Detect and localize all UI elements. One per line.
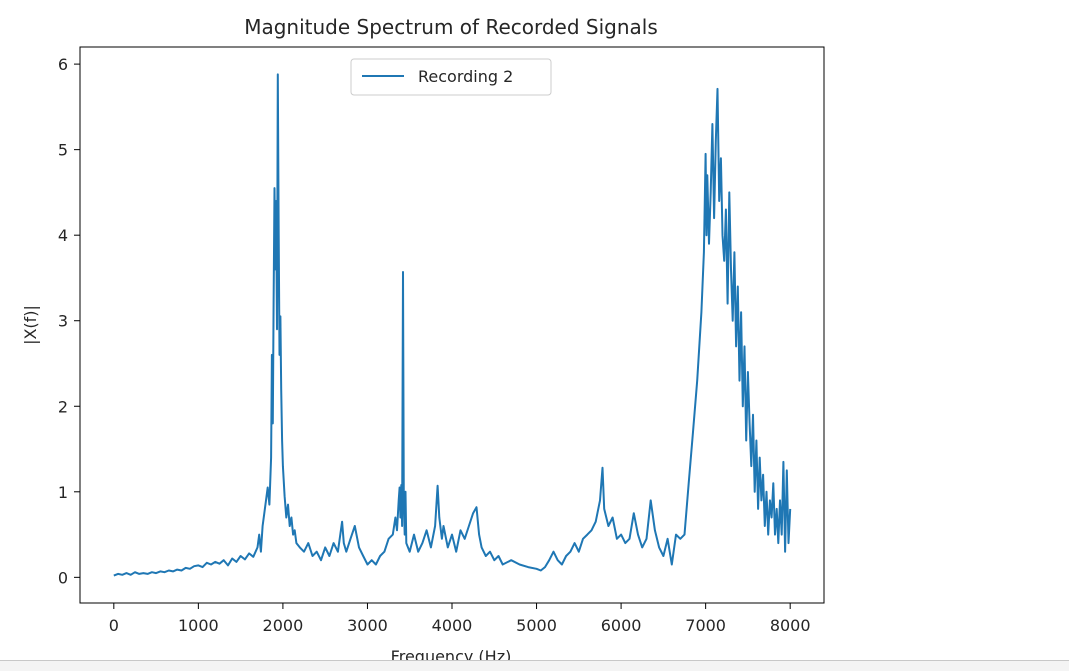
x-tick-label: 0 [109, 616, 119, 635]
x-tick-label: 6000 [601, 616, 642, 635]
x-tick-label: 8000 [770, 616, 811, 635]
legend: Recording 2 [350, 58, 552, 96]
x-tick-label: 2000 [263, 616, 304, 635]
y-tick-label: 1 [58, 483, 68, 502]
y-tick-label: 0 [58, 568, 68, 587]
y-tick-label: 4 [58, 226, 68, 245]
y-tick-label: 2 [58, 397, 68, 416]
chart-title: Magnitude Spectrum of Recorded Signals [244, 15, 658, 39]
legend-label: Recording 2 [418, 67, 513, 86]
plot-area [113, 73, 792, 577]
page-bottom-strip [0, 660, 1069, 671]
y-tick-label: 6 [58, 55, 68, 74]
legend-box [350, 58, 552, 96]
x-tick-label: 1000 [178, 616, 219, 635]
x-tick-label: 3000 [347, 616, 388, 635]
x-axis: 0 1000 2000 3000 4000 5000 6000 7000 8000 [109, 603, 811, 635]
x-tick-label: 4000 [432, 616, 473, 635]
series-line [113, 73, 792, 577]
y-axis: 0 1 2 3 4 5 6 [58, 55, 80, 587]
y-axis-label: |X(f)| [21, 305, 40, 345]
y-tick-label: 5 [58, 141, 68, 160]
x-tick-label: 7000 [685, 616, 726, 635]
x-tick-label: 5000 [516, 616, 557, 635]
y-tick-label: 3 [58, 312, 68, 331]
